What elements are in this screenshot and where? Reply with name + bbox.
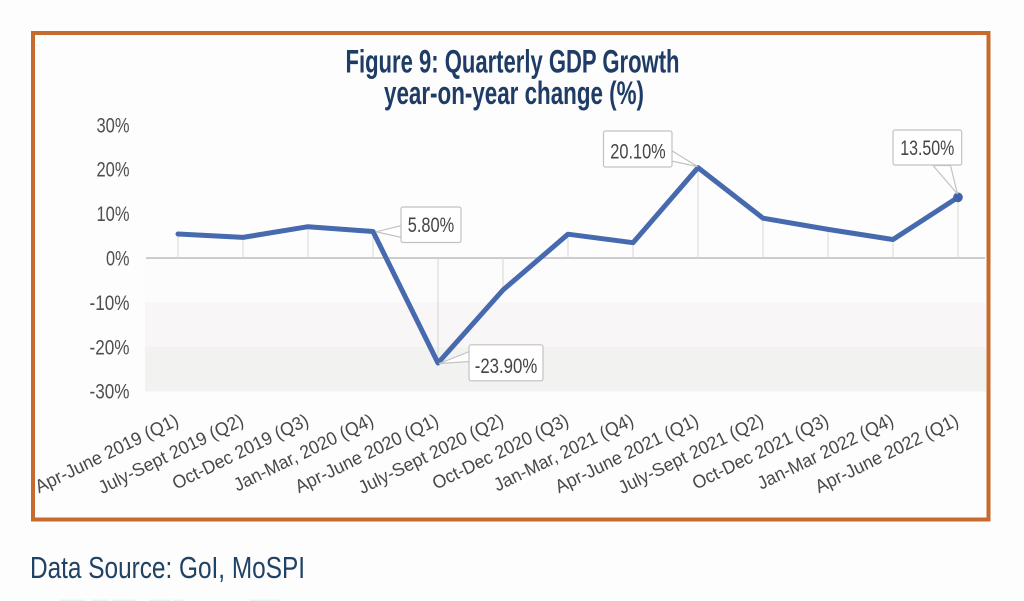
svg-text:20.10%: 20.10% [610,141,665,164]
svg-text:0%: 0% [106,248,130,271]
svg-text:-30%: -30% [90,381,130,404]
svg-text:Figure 9: Quarterly GDP Growth: Figure 9: Quarterly GDP Growth [346,44,680,80]
svg-text:-10%: -10% [90,292,130,315]
svg-text:30%: 30% [97,114,130,137]
svg-text:20%: 20% [97,159,130,182]
svg-text:5.80%: 5.80% [408,214,455,237]
svg-text:13.50%: 13.50% [900,137,954,160]
svg-text:10%: 10% [97,203,130,226]
svg-text:Data Source: GoI, MoSPI: Data Source: GoI, MoSPI [30,550,305,585]
svg-text:year-on-year change (%): year-on-year change (%) [384,75,644,111]
svg-text:-23.90%: -23.90% [475,355,538,378]
svg-text:-20%: -20% [90,336,130,359]
